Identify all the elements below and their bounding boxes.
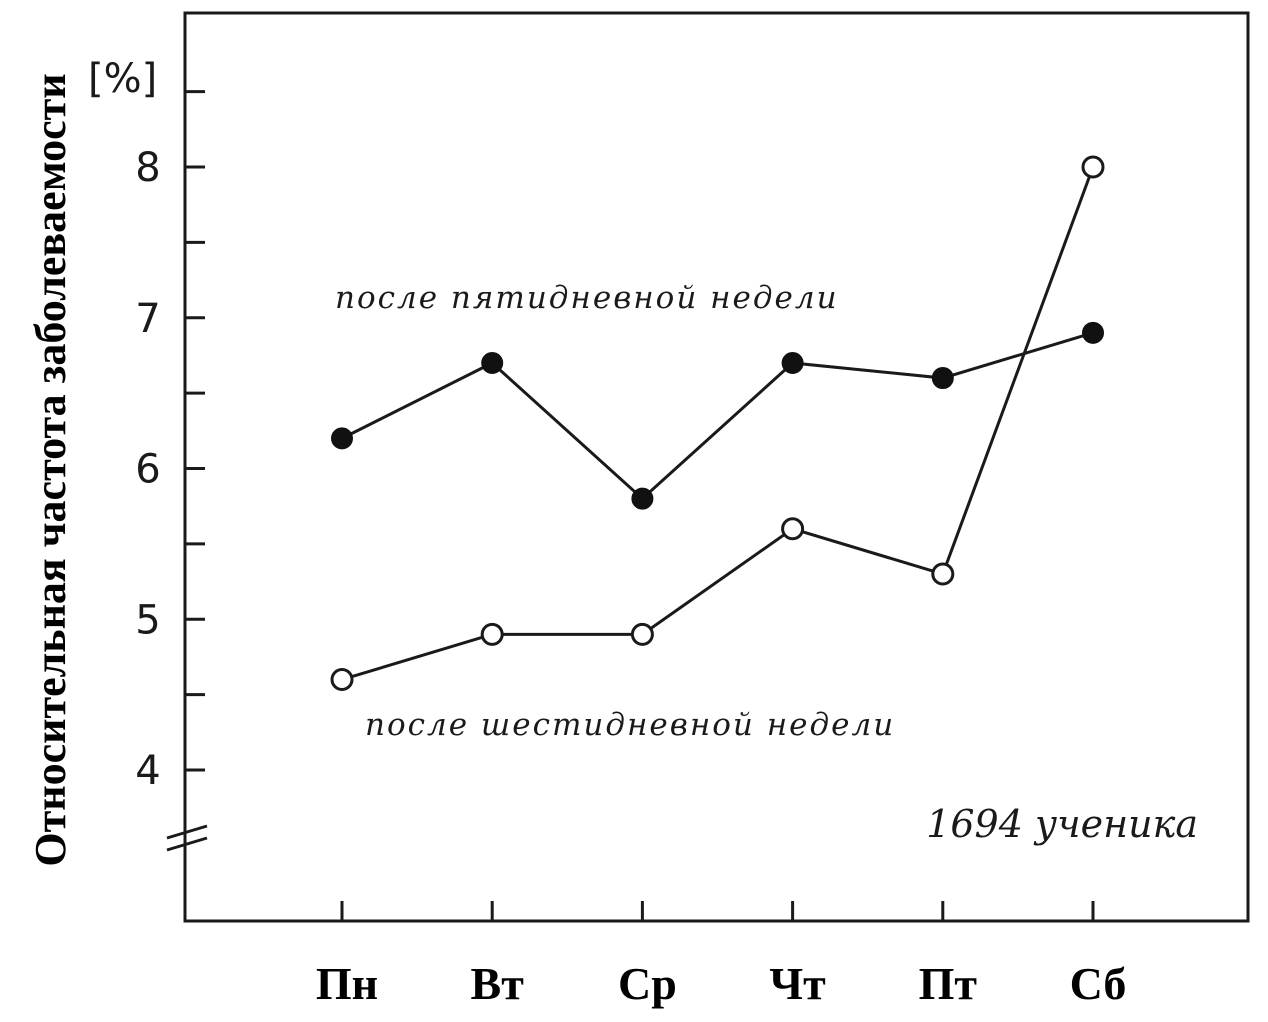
y-axis-title: Относительная частота заболеваемости bbox=[26, 73, 75, 866]
series-1-point bbox=[781, 351, 804, 374]
x-tick-label: Вт bbox=[471, 958, 525, 1009]
x-axis-ticks bbox=[340, 901, 1095, 921]
axis-break-mark-2 bbox=[166, 836, 208, 852]
series-2-point bbox=[781, 517, 805, 541]
sample-size-note: 1694 ученика bbox=[926, 802, 1198, 846]
y-axis-break bbox=[166, 824, 208, 852]
x-tick-label: Чт bbox=[769, 958, 826, 1009]
y-axis-ticks bbox=[185, 90, 205, 772]
series-1-point bbox=[331, 427, 353, 450]
series-line-1 bbox=[341, 331, 1094, 501]
series-label-six-day: после шестидневной недели bbox=[365, 707, 895, 743]
series-lines bbox=[341, 166, 1095, 681]
y-axis-tick-labels: 4 5 6 7 8 bbox=[135, 145, 160, 794]
series-2-point bbox=[931, 562, 955, 586]
y-axis-unit: [%] bbox=[88, 56, 157, 102]
series-points bbox=[330, 155, 1105, 692]
plot-frame bbox=[183, 11, 1250, 923]
x-tick-label: Ср bbox=[618, 958, 677, 1009]
y-tick-label: 4 bbox=[135, 748, 160, 794]
series-2-point bbox=[1081, 155, 1105, 179]
y-tick-label: 5 bbox=[135, 597, 160, 643]
series-1-point bbox=[1082, 321, 1104, 344]
series-1-point bbox=[631, 487, 654, 510]
series-2-point bbox=[480, 622, 504, 646]
x-tick-label: Пн bbox=[316, 958, 378, 1009]
x-tick-label: Пт bbox=[919, 958, 978, 1009]
axis-break-mark-1 bbox=[166, 824, 208, 840]
x-axis-tick-labels: Пн Вт Ср Чт Пт Сб bbox=[316, 958, 1127, 1009]
y-tick-label: 7 bbox=[135, 296, 160, 342]
y-tick-label: 6 bbox=[135, 447, 160, 493]
series-2-point bbox=[630, 622, 654, 646]
x-tick-label: Сб bbox=[1070, 958, 1127, 1009]
series-2-point bbox=[330, 668, 354, 692]
series-1-point bbox=[481, 351, 504, 374]
series-1-point bbox=[931, 367, 954, 390]
series-line-2 bbox=[341, 166, 1095, 681]
series-label-five-day: после пятидневной недели bbox=[335, 280, 839, 316]
y-tick-label: 8 bbox=[135, 145, 160, 191]
